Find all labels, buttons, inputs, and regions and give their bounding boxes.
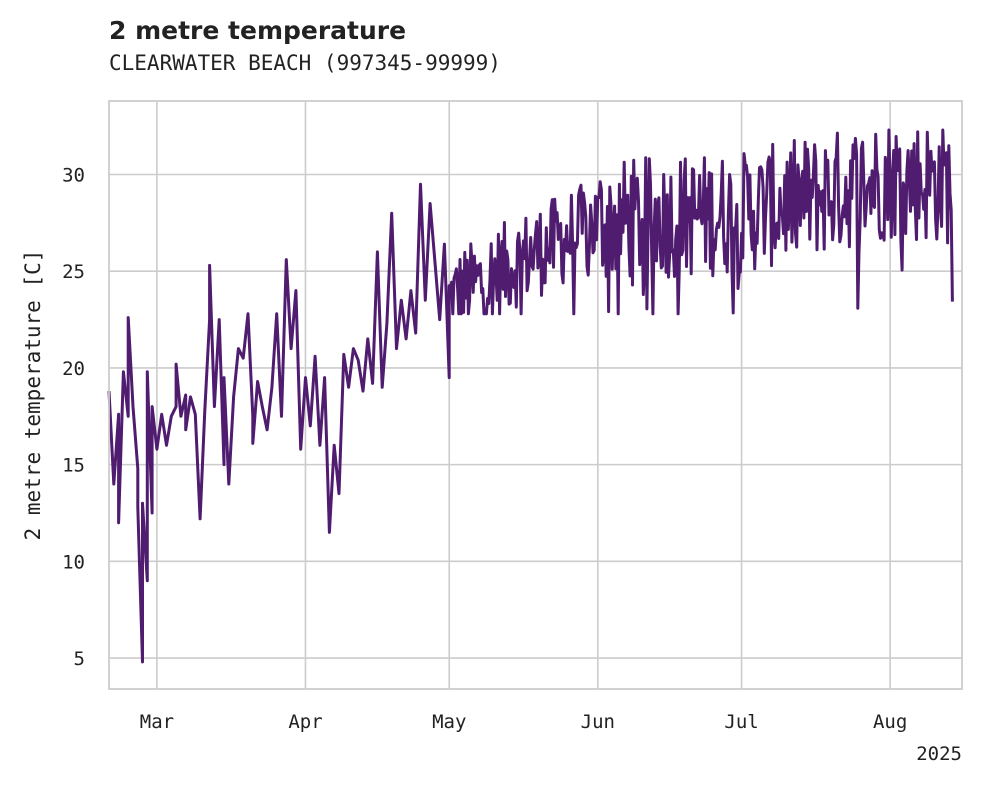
- y-tick-label: 5: [74, 648, 85, 670]
- plot-frame: [108, 100, 963, 690]
- y-tick-label: 10: [62, 551, 85, 573]
- y-tick-label: 25: [62, 261, 85, 283]
- x-tick-label: Aug: [873, 711, 907, 733]
- x-tick-label: Jun: [581, 711, 615, 733]
- chart-title: 2 metre temperature: [109, 16, 407, 45]
- series-line: [107, 128, 954, 664]
- y-tick-label: 20: [62, 358, 85, 380]
- y-tick-label: 30: [62, 165, 85, 187]
- y-tick-label: 15: [62, 455, 85, 477]
- x-tick-label: Mar: [140, 711, 174, 733]
- chart-subtitle: CLEARWATER BEACH (997345-99999): [109, 51, 501, 75]
- x-tick-label: Jul: [724, 711, 758, 733]
- x-tick-label: Apr: [288, 711, 322, 733]
- x-axis-year-label: 2025: [916, 743, 962, 765]
- x-tick-label: May: [432, 711, 466, 733]
- y-axis-label: 2 metre temperature [C]: [21, 250, 45, 541]
